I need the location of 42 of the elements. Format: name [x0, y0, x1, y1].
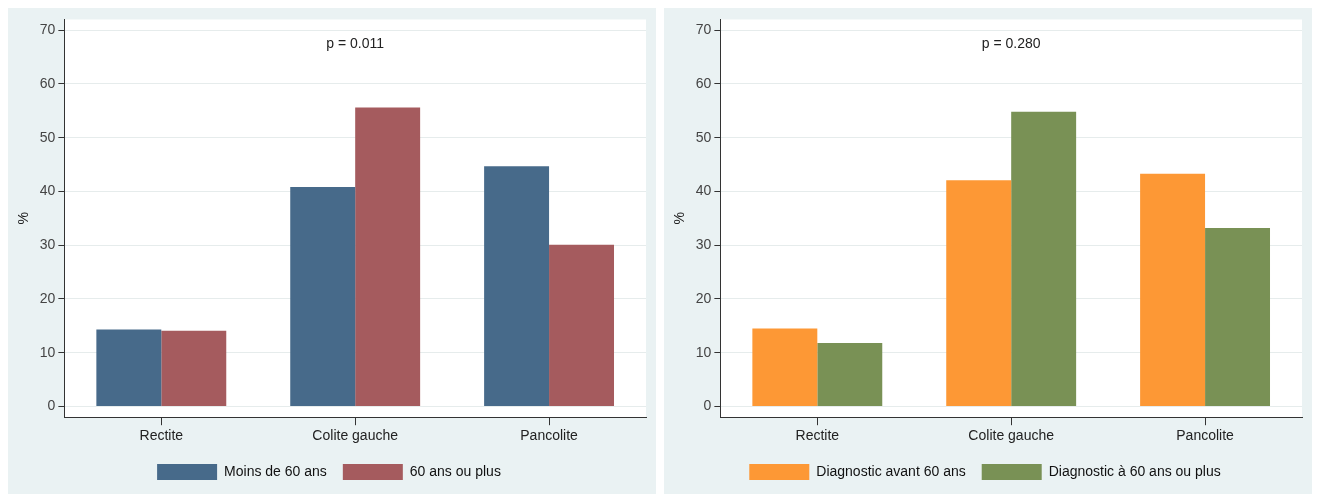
bar: [549, 244, 615, 406]
x-tick-label: Colite gauche: [312, 427, 399, 444]
y-tick-label: 0: [47, 397, 56, 414]
x-tick-label: Rectite: [139, 427, 184, 444]
y-tick-label: 40: [39, 182, 56, 199]
y-tick-label: 20: [39, 289, 56, 306]
x-tick-label: Pancolite: [520, 427, 579, 444]
bar: [946, 180, 1012, 406]
bar: [1011, 111, 1077, 406]
y-tick-label: 60: [695, 74, 712, 91]
annotation: p = 0.280: [981, 35, 1041, 52]
annotation: p = 0.011: [326, 35, 385, 52]
y-axis-title: %: [15, 212, 32, 225]
bar: [96, 329, 162, 406]
bar: [290, 187, 356, 406]
y-tick-label: 0: [703, 397, 712, 414]
bar: [484, 166, 550, 406]
bar: [752, 328, 818, 406]
bar: [161, 330, 227, 406]
bar: [1140, 173, 1206, 406]
legend-label: 60 ans ou plus: [409, 462, 501, 479]
y-tick-label: 20: [695, 289, 712, 306]
bar: [1205, 227, 1271, 406]
y-tick-label: 70: [39, 21, 56, 38]
y-tick-label: 10: [39, 343, 56, 360]
y-tick-label: 30: [695, 236, 712, 253]
y-tick-label: 60: [39, 74, 56, 91]
x-tick-label: Pancolite: [1176, 427, 1235, 444]
legend-label: Moins de 60 ans: [224, 462, 327, 479]
y-axis-title: %: [671, 212, 688, 225]
bar: [817, 343, 883, 406]
y-tick-label: 70: [695, 21, 712, 38]
x-tick-label: Colite gauche: [968, 427, 1055, 444]
x-tick-label: Rectite: [795, 427, 840, 444]
y-tick-label: 40: [695, 182, 712, 199]
y-tick-label: 50: [39, 128, 56, 145]
y-tick-label: 10: [695, 343, 712, 360]
y-tick-label: 50: [695, 128, 712, 145]
bar: [355, 107, 421, 406]
legend-label: Diagnostic avant 60 ans: [816, 462, 966, 479]
y-tick-label: 30: [39, 236, 56, 253]
legend-label: Diagnostic à 60 ans ou plus: [1048, 462, 1221, 479]
